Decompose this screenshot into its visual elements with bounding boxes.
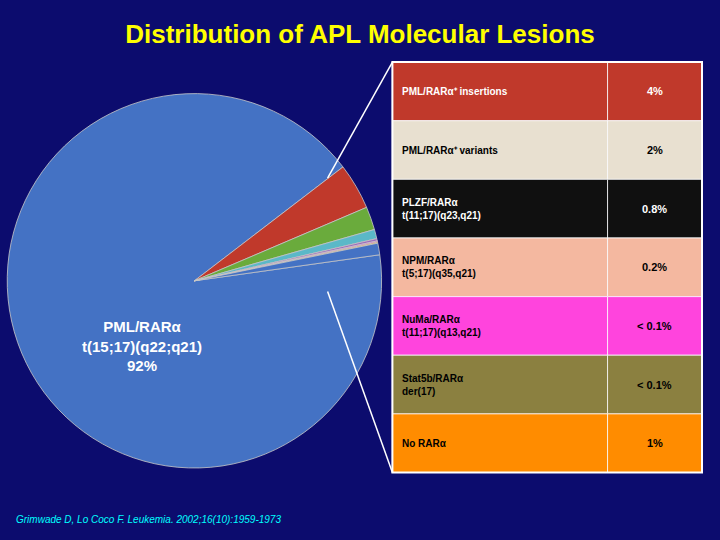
svg-text:PML/RARαt(15;17)(q22;q21)92%: PML/RARαt(15;17)(q22;q21)92%: [82, 318, 202, 374]
svg-text:Stat5b/RARαder(17): Stat5b/RARαder(17): [402, 373, 464, 397]
svg-text:< 0.1%: < 0.1%: [637, 320, 672, 332]
svg-text:Grimwade D, Lo Coco F. Leukemi: Grimwade D, Lo Coco F. Leukemia. 2002;16…: [16, 514, 281, 525]
svg-text:PML/RARα⁺ insertions: PML/RARα⁺ insertions: [402, 86, 508, 97]
svg-text:NuMa/RARαt(11;17)(q13,q21): NuMa/RARαt(11;17)(q13,q21): [402, 314, 481, 338]
svg-text:0.8%: 0.8%: [642, 203, 667, 215]
svg-text:PML/RARα⁺ variants: PML/RARα⁺ variants: [402, 145, 498, 156]
svg-text:0.2%: 0.2%: [642, 261, 667, 273]
svg-text:1%: 1%: [647, 437, 663, 449]
svg-text:< 0.1%: < 0.1%: [637, 379, 672, 391]
svg-text:PLZF/RARαt(11;17)(q23,q21): PLZF/RARαt(11;17)(q23,q21): [402, 197, 481, 221]
svg-text:NPM/RARαt(5;17)(q35,q21): NPM/RARαt(5;17)(q35,q21): [402, 255, 476, 279]
svg-text:2%: 2%: [647, 144, 663, 156]
svg-text:Distribution of APL Molecular: Distribution of APL Molecular Lesions: [125, 19, 595, 49]
svg-text:No RARα: No RARα: [402, 438, 447, 449]
svg-text:4%: 4%: [647, 85, 663, 97]
